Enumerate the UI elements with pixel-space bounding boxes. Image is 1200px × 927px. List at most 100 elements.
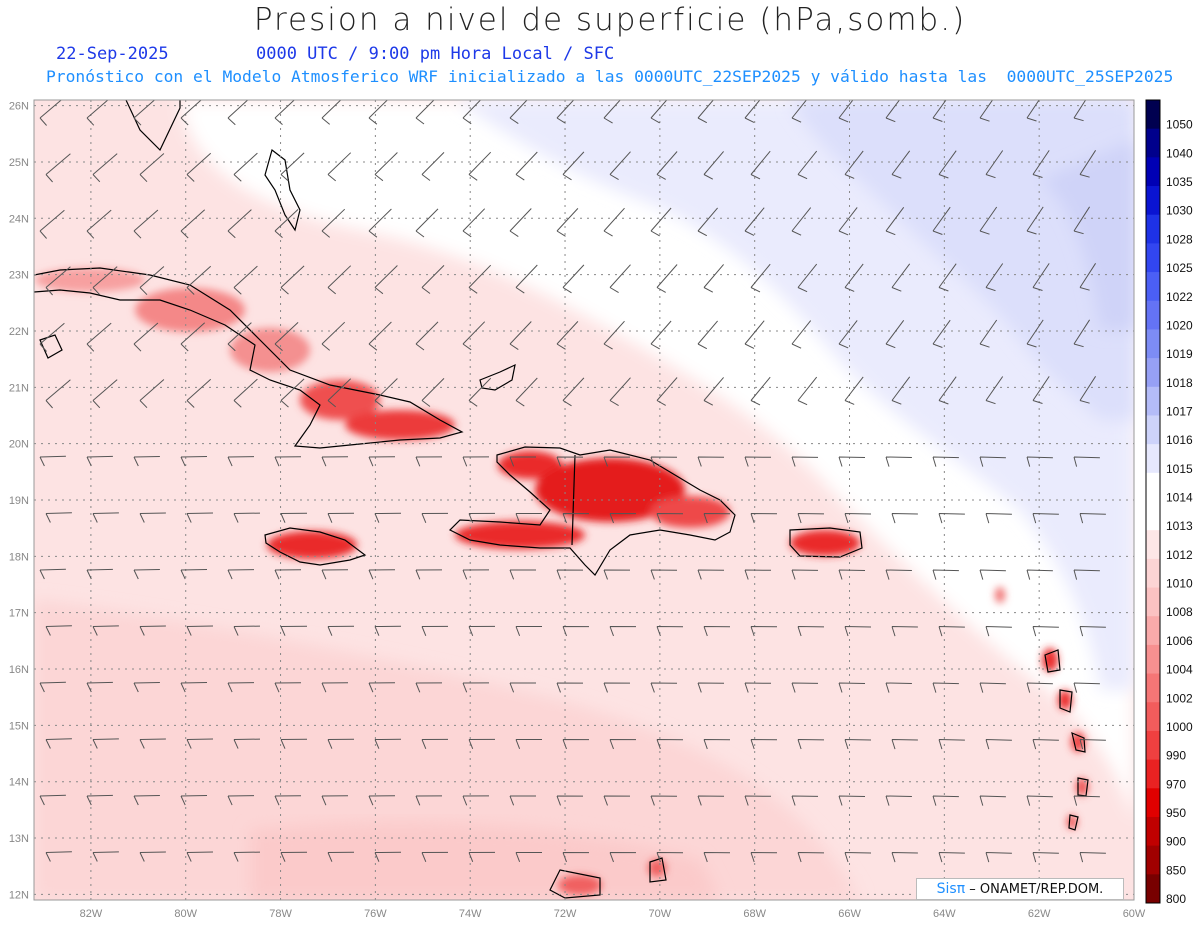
wind-barb xyxy=(515,513,542,523)
colorbar-label: 1028 xyxy=(1166,232,1193,246)
wind-barb xyxy=(703,626,731,637)
wind-barb xyxy=(656,264,678,293)
wind-barb xyxy=(562,513,590,524)
colorbar-label: 1008 xyxy=(1166,605,1193,619)
colorbar-swatch xyxy=(1146,214,1160,244)
wind-barb xyxy=(562,852,590,863)
colorbar-label: 1006 xyxy=(1166,634,1193,648)
wind-barb xyxy=(186,378,212,408)
lon-tick-label: 82W xyxy=(80,908,103,920)
wind-barb xyxy=(468,851,496,862)
martinique-coast xyxy=(1059,689,1073,713)
wind-barb xyxy=(556,208,579,237)
lat-tick-label: 21N xyxy=(9,382,29,394)
wind-barb xyxy=(844,263,864,292)
lat-tick-label: 14N xyxy=(9,777,29,789)
wind-barb xyxy=(797,263,818,293)
wind-barb xyxy=(180,456,208,467)
wind-barb xyxy=(650,569,678,580)
wind-barb xyxy=(327,625,355,636)
wind-barb xyxy=(697,100,714,124)
credit-box: Sisπ – ONAMET/REP.DOM. xyxy=(916,878,1124,900)
wind-barb xyxy=(562,377,585,407)
wind-barb xyxy=(744,456,772,467)
colorbar-label: 1030 xyxy=(1166,204,1193,218)
wind-barb xyxy=(509,208,532,238)
wind-barb xyxy=(885,682,912,693)
wind-barb xyxy=(603,795,631,806)
lon-tick-label: 72W xyxy=(554,908,577,920)
wind-barb xyxy=(556,795,584,806)
wind-barb xyxy=(327,152,352,182)
wind-barb xyxy=(468,264,492,294)
wind-barb xyxy=(744,682,772,693)
wind-barb xyxy=(656,377,678,406)
wind-barb xyxy=(180,209,206,239)
wind-barb xyxy=(509,100,528,125)
wind-barb xyxy=(1079,513,1106,524)
wind-barb xyxy=(797,513,825,524)
colorbar-swatch xyxy=(1146,329,1160,359)
wind-barb xyxy=(791,682,819,693)
wind-barb xyxy=(932,100,947,122)
colorbar-swatch xyxy=(1146,386,1160,416)
wind-barb xyxy=(133,795,160,806)
colorbar-label: 1019 xyxy=(1166,347,1193,361)
wind-barb xyxy=(374,152,398,182)
wind-barb xyxy=(321,208,346,238)
wind-barb xyxy=(609,852,637,863)
wind-barb xyxy=(1079,263,1097,291)
wind-barb xyxy=(86,794,113,806)
wind-barb xyxy=(462,100,482,125)
wind-barb xyxy=(186,512,214,523)
colorbar-swatch xyxy=(1146,300,1160,330)
wind-barb xyxy=(227,682,255,693)
lon-tick-label: 62W xyxy=(1028,908,1051,920)
lat-lon-grid xyxy=(34,100,1134,900)
lat-tick-label: 20N xyxy=(9,439,29,451)
lon-tick-label: 70W xyxy=(649,908,672,920)
wind-barb xyxy=(45,266,71,296)
wind-barb xyxy=(744,100,761,123)
wind-barb xyxy=(838,320,858,349)
wind-barb xyxy=(321,682,349,693)
colorbar-swatch xyxy=(1146,243,1160,273)
wind-barb xyxy=(650,456,678,467)
wind-barb xyxy=(744,569,772,580)
wind-barb xyxy=(885,456,912,467)
wind-barb xyxy=(650,682,678,693)
wind-barb xyxy=(1079,739,1106,750)
colorbar-swatch xyxy=(1146,788,1160,818)
lat-tick-label: 24N xyxy=(9,213,29,225)
colorbar-label: 1020 xyxy=(1166,318,1193,332)
wind-barb xyxy=(556,456,584,467)
wind-barb xyxy=(374,265,398,295)
wind-barb xyxy=(368,321,392,351)
wind-barb xyxy=(86,322,112,352)
wind-barb xyxy=(180,682,208,693)
lat-tick-label: 18N xyxy=(9,551,29,563)
wind-barb xyxy=(1073,569,1100,580)
aruba-curacao-coast xyxy=(549,869,601,899)
colorbar-label: 1000 xyxy=(1166,720,1193,734)
wind-barb xyxy=(838,456,866,467)
wind-barb xyxy=(233,378,258,408)
wind-barb xyxy=(233,738,261,749)
colorbar-swatch xyxy=(1146,415,1160,445)
wind-barb xyxy=(838,207,858,236)
wind-barb xyxy=(838,682,866,693)
wind-barb xyxy=(86,681,113,693)
wind-barb xyxy=(421,512,449,523)
wind-barb xyxy=(139,851,166,862)
wind-barb xyxy=(180,569,208,580)
wind-barb xyxy=(1026,795,1053,806)
wind-barb xyxy=(233,851,261,862)
wind-barb xyxy=(838,569,866,580)
colorbar-swatch xyxy=(1146,358,1160,388)
colorbar-swatch xyxy=(1146,845,1160,875)
wind-barb xyxy=(39,322,65,352)
colorbar-swatch xyxy=(1146,472,1160,502)
wind-barb xyxy=(39,681,66,693)
wind-barb xyxy=(650,320,672,350)
wind-barb xyxy=(885,320,905,349)
